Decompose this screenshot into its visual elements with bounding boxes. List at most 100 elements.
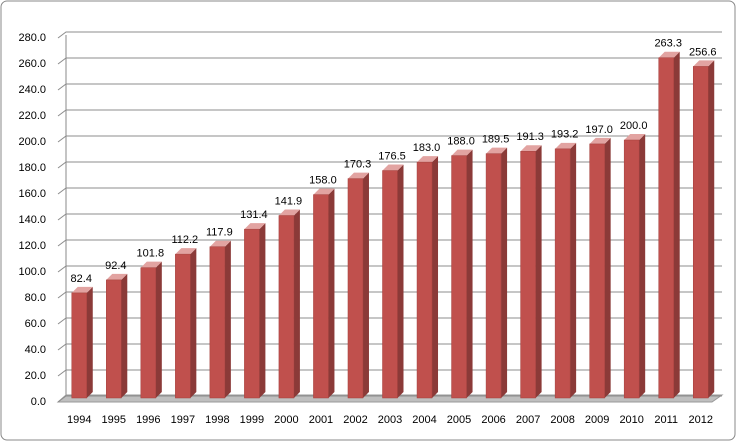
bar xyxy=(485,153,502,399)
bar-top xyxy=(278,209,300,216)
x-tick-label: 1997 xyxy=(171,414,195,426)
bar xyxy=(278,215,295,399)
data-label: 200.0 xyxy=(620,120,648,132)
bar xyxy=(209,246,226,399)
data-label: 193.2 xyxy=(551,129,579,141)
bar xyxy=(106,279,122,399)
data-label: 189.5 xyxy=(482,134,510,146)
data-label: 141.9 xyxy=(275,195,303,207)
bar-side xyxy=(673,51,680,399)
x-tick-label: 2011 xyxy=(654,414,678,426)
bar-side xyxy=(86,286,93,398)
bar xyxy=(623,139,640,399)
bar-top xyxy=(658,51,680,58)
data-label: 92.4 xyxy=(105,260,126,272)
grid-line xyxy=(57,109,722,117)
y-tick-label: 240.0 xyxy=(18,84,46,96)
grid-line xyxy=(57,395,722,403)
data-label: 112.2 xyxy=(171,234,198,246)
bar-side xyxy=(121,273,128,398)
bar-top xyxy=(451,149,473,156)
bar xyxy=(244,228,260,399)
data-label: 256.6 xyxy=(689,46,717,58)
x-tick-label: 1999 xyxy=(240,414,264,426)
bar xyxy=(175,253,191,399)
x-tick-label: 2002 xyxy=(343,414,367,426)
x-tick-label: 2006 xyxy=(481,414,505,426)
grid-line xyxy=(57,135,722,143)
bar-side xyxy=(639,134,646,398)
bar-side xyxy=(432,156,439,398)
bar-top xyxy=(589,137,611,144)
bar xyxy=(347,178,364,399)
data-label: 117.9 xyxy=(206,227,233,239)
x-tick-label: 2008 xyxy=(550,414,574,426)
x-tick-label: 2009 xyxy=(585,414,609,426)
x-tick-label: 1998 xyxy=(205,414,229,426)
data-label: 170.3 xyxy=(344,159,372,171)
bar-top xyxy=(693,60,715,67)
bar xyxy=(554,148,571,399)
bar-top xyxy=(244,223,266,230)
bar-top xyxy=(624,134,646,140)
bar-top xyxy=(209,240,231,247)
data-label: 183.0 xyxy=(413,142,441,154)
bar-top xyxy=(175,248,197,255)
bar xyxy=(382,170,398,399)
bar xyxy=(451,155,467,399)
bar xyxy=(313,194,329,399)
x-tick-label: 2005 xyxy=(447,414,471,426)
bar-side xyxy=(466,149,473,398)
bar xyxy=(520,151,536,399)
data-label: 101.8 xyxy=(137,248,165,260)
y-tick-label: 260.0 xyxy=(18,58,46,70)
y-tick-label: 280.0 xyxy=(18,32,46,44)
bar-side xyxy=(501,147,508,398)
data-label: 197.0 xyxy=(585,124,613,136)
x-tick-label: 2000 xyxy=(274,414,298,426)
data-label: 191.3 xyxy=(516,131,544,143)
bar-top xyxy=(313,188,335,195)
y-tick-label: 100.0 xyxy=(18,266,46,278)
x-tick-label: 2007 xyxy=(516,414,540,426)
grid-line xyxy=(57,31,722,39)
bar-side xyxy=(155,261,162,398)
grid-line xyxy=(57,83,722,91)
bar-top xyxy=(382,164,404,171)
bar-side xyxy=(604,137,611,398)
data-label: 131.4 xyxy=(240,209,268,221)
data-label: 188.0 xyxy=(447,136,475,148)
y-tick-label: 40.0 xyxy=(25,344,46,356)
bar xyxy=(589,143,605,399)
y-tick-label: 80.0 xyxy=(25,292,46,304)
bar-top xyxy=(71,286,93,293)
bar-side xyxy=(293,209,300,398)
x-tick-label: 2004 xyxy=(412,414,436,426)
bar-side xyxy=(362,172,369,398)
bar-side xyxy=(708,60,715,399)
bar-side xyxy=(190,248,197,398)
y-tick-label: 160.0 xyxy=(18,188,46,200)
bar-top xyxy=(106,273,128,280)
y-tick-label: 180.0 xyxy=(18,162,46,174)
x-tick-label: 1995 xyxy=(102,414,126,426)
bar xyxy=(692,66,709,399)
bar-side xyxy=(535,145,542,398)
bar-side xyxy=(224,240,231,398)
y-tick-label: 0.0 xyxy=(31,396,46,408)
bar-side xyxy=(397,164,404,398)
y-tick-label: 200.0 xyxy=(18,136,46,148)
bar xyxy=(140,267,157,399)
bar xyxy=(71,292,88,399)
bar-top xyxy=(417,156,439,163)
x-tick-label: 2003 xyxy=(378,414,402,426)
bar-top xyxy=(520,145,542,152)
bar-side xyxy=(259,223,266,398)
bar xyxy=(416,161,433,399)
y-tick-label: 220.0 xyxy=(18,110,46,122)
x-tick-label: 2010 xyxy=(619,414,643,426)
x-tick-label: 1996 xyxy=(136,414,160,426)
bar xyxy=(658,57,674,399)
data-label: 263.3 xyxy=(654,38,682,50)
